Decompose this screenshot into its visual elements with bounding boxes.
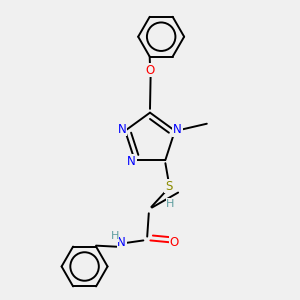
Text: N: N [118, 123, 126, 136]
Text: O: O [146, 64, 154, 77]
Text: H: H [110, 231, 119, 241]
Text: S: S [165, 180, 172, 193]
Text: N: N [173, 123, 182, 136]
Text: O: O [170, 236, 179, 250]
Text: N: N [127, 155, 136, 168]
Text: N: N [117, 236, 126, 250]
Text: H: H [166, 199, 175, 209]
